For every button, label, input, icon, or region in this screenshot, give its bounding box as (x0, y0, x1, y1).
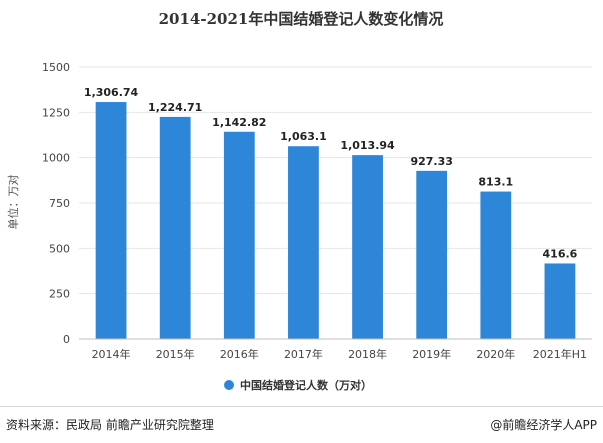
bar (480, 191, 512, 339)
y-tick-label: 1250 (42, 106, 70, 119)
data-label: 813.1 (478, 176, 513, 189)
x-tick-label: 2018年 (348, 347, 387, 361)
y-tick-label: 250 (49, 288, 70, 301)
bar (544, 263, 576, 339)
data-label: 1,013.94 (340, 139, 395, 152)
y-axis-ticks: 0 250 500 750 1000 1250 1500 (42, 61, 70, 346)
y-tick-label: 500 (49, 242, 70, 255)
bar (95, 102, 127, 339)
legend-marker (224, 380, 234, 390)
x-tick-label: 2015年 (156, 347, 195, 361)
x-tick-label: 2016年 (220, 347, 259, 361)
x-axis-ticks: 2014年 2015年 2016年 2017年 2018年 2019年 2020年 2021年… (92, 347, 588, 361)
y-tick-label: 1000 (42, 152, 70, 165)
bar (223, 131, 255, 339)
x-tick-label: 2021年H1 (533, 347, 587, 361)
chart-title: 2014-2021年中国结婚登记人数变化情况 (159, 10, 444, 28)
legend-label: 中国结婚登记人数（万对） (240, 378, 372, 392)
bar (159, 116, 191, 339)
data-label: 1,142.82 (212, 116, 266, 129)
legend: 中国结婚登记人数（万对） (224, 378, 372, 392)
source-note: 资料来源：民政局 前瞻产业研究院整理 (6, 418, 214, 432)
bar (416, 170, 448, 339)
x-tick-label: 2020年 (476, 347, 515, 361)
x-tick-label: 2017年 (284, 347, 323, 361)
y-tick-label: 0 (63, 333, 70, 346)
data-label: 1,063.1 (280, 130, 327, 143)
data-label: 416.6 (543, 247, 578, 260)
x-tick-label: 2019年 (412, 347, 451, 361)
brand-credit: @前瞻经济学人APP (490, 418, 597, 432)
bar-chart: 2014-2021年中国结婚登记人数变化情况 0 250 500 750 1000 125… (6, 10, 592, 392)
data-label: 1,306.74 (84, 86, 139, 99)
footer: 资料来源：民政局 前瞻产业研究院整理 @前瞻经济学人APP (0, 406, 603, 443)
bar (352, 155, 383, 339)
data-labels: 1,306.74 1,224.71 1,142.82 1,063.1 1,013.94 9… (84, 86, 578, 260)
bars (95, 102, 576, 339)
x-tick-label: 2014年 (92, 347, 131, 361)
y-tick-label: 1500 (42, 61, 70, 74)
data-label: 927.33 (410, 155, 452, 168)
y-axis-label: 单位：万对 (6, 175, 20, 230)
data-label: 1,224.71 (148, 101, 202, 114)
y-tick-label: 750 (49, 197, 70, 210)
bar (288, 146, 319, 339)
